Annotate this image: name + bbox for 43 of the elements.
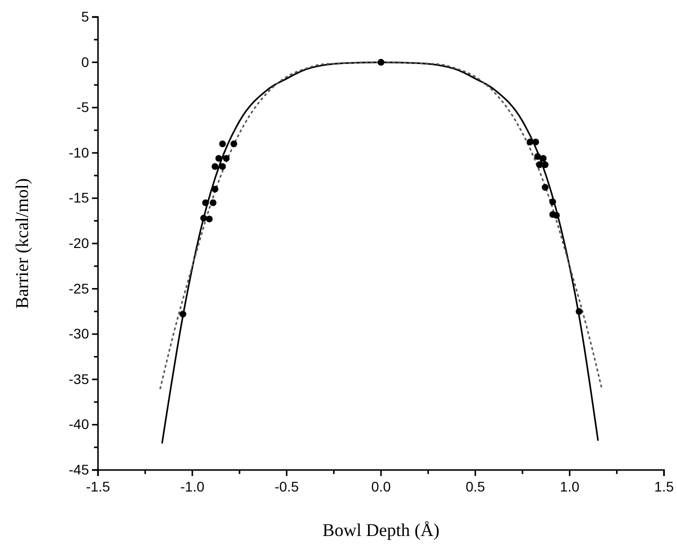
point — [202, 199, 209, 206]
point — [200, 214, 208, 222]
x-axis-title: Bowl Depth (Å) — [322, 520, 440, 540]
y-tick-label: -35 — [68, 370, 90, 387]
y-tick-label: 5 — [81, 8, 90, 24]
point — [180, 310, 186, 318]
x-tick-label: 1.5 — [654, 478, 674, 495]
y-tick-label: -45 — [68, 461, 90, 478]
x-tick-label: 1.0 — [560, 478, 580, 495]
point — [215, 154, 222, 162]
x-tick-label: 0.0 — [371, 478, 391, 495]
point — [542, 161, 549, 168]
y-tick-label: -5 — [76, 99, 90, 116]
point — [540, 154, 547, 162]
x-tick-label: -1.5 — [86, 478, 110, 495]
x-tick-label: -0.5 — [274, 478, 299, 495]
point — [553, 212, 560, 219]
point — [222, 154, 230, 162]
point — [206, 216, 213, 222]
x-tick-label: -1.0 — [180, 478, 205, 495]
point — [212, 163, 218, 170]
point — [549, 198, 556, 206]
point — [219, 140, 226, 148]
point — [210, 199, 216, 206]
point — [536, 161, 543, 168]
point — [534, 153, 541, 160]
point — [219, 163, 226, 170]
point — [542, 184, 549, 191]
y-axis-title: Barrier (kcal/mol) — [12, 178, 32, 309]
point — [576, 308, 582, 315]
point — [378, 58, 384, 66]
point — [526, 138, 534, 146]
point — [230, 140, 238, 148]
y-tick-label: -25 — [68, 280, 90, 296]
y-tick-label: -20 — [68, 234, 90, 251]
y-tick-label: -15 — [68, 190, 90, 206]
y-tick-label: -30 — [68, 326, 90, 342]
point — [212, 186, 218, 193]
point — [532, 138, 540, 146]
y-tick-label: 0 — [81, 54, 90, 70]
y-tick-label: -10 — [68, 144, 90, 160]
x-tick-label: 0.5 — [466, 478, 486, 495]
y-tick-label: -40 — [68, 416, 90, 432]
